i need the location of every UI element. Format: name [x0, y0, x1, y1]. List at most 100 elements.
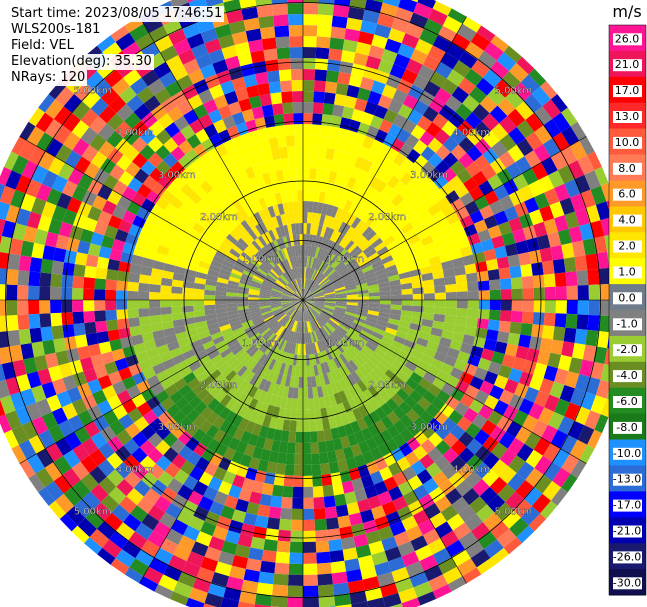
gate [381, 255, 394, 265]
gate [323, 92, 336, 105]
gate [446, 240, 460, 253]
gate [291, 365, 297, 377]
gate [303, 300, 312, 308]
gate [401, 68, 418, 85]
gate [559, 385, 575, 403]
gate [565, 271, 578, 287]
gate [498, 151, 516, 169]
gate [360, 330, 372, 339]
gate [345, 309, 357, 315]
gate [327, 253, 336, 265]
gate [376, 377, 389, 390]
gate [494, 245, 508, 259]
gate [371, 331, 384, 340]
gate [330, 382, 339, 395]
gate [345, 456, 358, 470]
gate [382, 592, 402, 607]
gate [320, 362, 327, 375]
gate [413, 222, 427, 234]
gate [547, 231, 562, 248]
gate [309, 157, 318, 169]
gate [414, 545, 433, 562]
gate [569, 439, 588, 460]
gate [303, 431, 311, 443]
gate [373, 366, 385, 378]
gate [350, 143, 363, 157]
gate [452, 522, 472, 540]
gate [358, 392, 369, 405]
gate [411, 281, 424, 289]
gate [509, 321, 522, 335]
gate [343, 211, 353, 224]
gate [344, 349, 355, 360]
gate [533, 221, 548, 238]
gate [398, 401, 412, 415]
gate [487, 361, 502, 375]
gate [323, 289, 335, 295]
gate [369, 256, 382, 265]
gate [330, 217, 339, 230]
gate [365, 341, 377, 352]
gate [303, 296, 314, 300]
gate [388, 381, 402, 394]
gate [293, 376, 299, 388]
gate [404, 395, 418, 409]
gate [346, 288, 358, 294]
gate [377, 490, 393, 506]
gate [455, 206, 470, 221]
gate [497, 484, 516, 503]
gate [542, 325, 555, 340]
gate [303, 420, 310, 432]
gate [315, 58, 329, 71]
gate [303, 343, 306, 355]
gate [464, 263, 477, 275]
gate [303, 135, 312, 147]
gate [472, 413, 488, 430]
gate [398, 239, 411, 251]
gate [418, 377, 433, 391]
gate [348, 119, 361, 133]
gate [303, 300, 307, 311]
gate [322, 373, 331, 385]
gate [354, 430, 366, 444]
gate [397, 371, 410, 384]
gate [458, 531, 478, 550]
gate [343, 388, 353, 401]
gate [501, 510, 521, 529]
colorbar-tick-label: 2.0 [618, 240, 636, 253]
gate [324, 293, 336, 297]
gate [331, 278, 343, 285]
gate [469, 399, 484, 414]
gate [373, 327, 386, 336]
gate [438, 479, 456, 496]
gate [423, 293, 435, 300]
gate [369, 370, 381, 382]
gate [286, 442, 296, 454]
gate [352, 204, 363, 217]
gate [311, 234, 317, 247]
gate [338, 209, 348, 222]
gate [464, 471, 482, 488]
gate [321, 418, 331, 431]
gate [369, 335, 382, 344]
gate [344, 28, 361, 42]
gate [365, 358, 377, 370]
gate [422, 279, 435, 288]
gate [312, 201, 319, 214]
gate [445, 283, 457, 293]
gate [304, 321, 307, 333]
gate [557, 165, 575, 184]
gate [401, 515, 418, 532]
gate [547, 352, 562, 369]
gate [472, 478, 490, 497]
gate [340, 436, 351, 449]
gate [494, 79, 513, 98]
gate [361, 362, 373, 374]
gate [332, 4, 350, 18]
gate [393, 335, 406, 345]
gate [552, 467, 571, 488]
gate [503, 45, 522, 63]
gate [539, 205, 555, 222]
gate [422, 390, 437, 404]
gate [345, 332, 357, 342]
